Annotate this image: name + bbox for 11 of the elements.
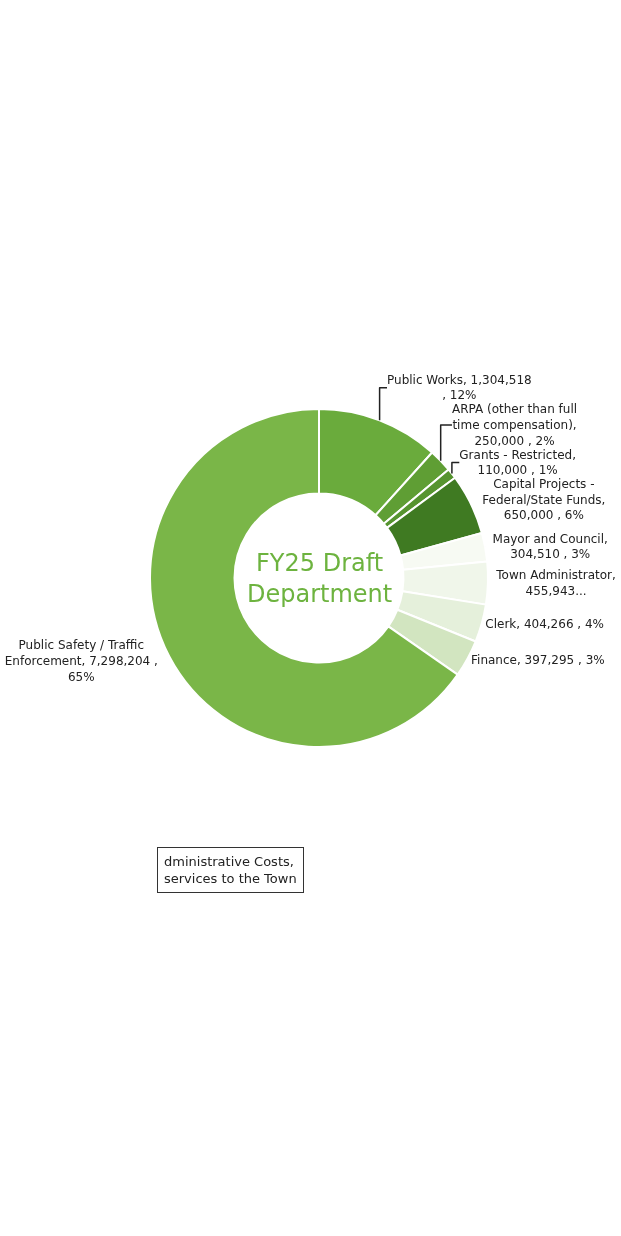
slice-label: Public Safety / Traffic Enforcement, 7,298,204 , 65% [4, 638, 158, 684]
slice-label: Mayor and Council, 304,510 , 3% [492, 531, 608, 562]
slice-label: Grants - Restricted, 110,000 , 1% [459, 447, 576, 478]
slice-label: Capital Projects - Federal/State Funds, 650,000 , 6% [482, 477, 606, 523]
slice-label: Finance, 397,295 , 3% [471, 653, 605, 668]
slice-label: ARPA (other than full time compensation), 250,000 , 2% [451, 402, 578, 448]
text: dministrative Costs, services to the Town [164, 854, 297, 886]
slice-label: Town Administrator, 455,943... [495, 568, 616, 598]
slice-label: Clerk, 404,266 , 4% [485, 616, 605, 631]
text: FY25 Draft Department [247, 549, 393, 609]
slice-label: Public Works, 1,304,518 , 12% [387, 372, 532, 403]
